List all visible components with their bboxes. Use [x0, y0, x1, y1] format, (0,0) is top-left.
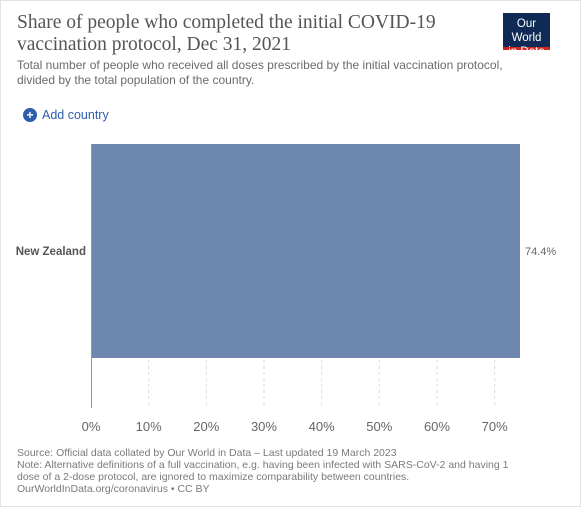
category-label: New Zealand — [16, 246, 86, 258]
source-text: Source: Official data collated by Our Wo… — [17, 447, 397, 459]
x-tick-label: 40% — [309, 419, 335, 434]
note-line-2: dose of a 2-dose protocol, are ignored t… — [17, 471, 410, 483]
source-link[interactable]: OurWorldInData.org/coronavirus — [17, 483, 168, 495]
note-line-1: Note: Alternative definitions of a full … — [17, 459, 509, 471]
x-tick-label: 30% — [251, 419, 277, 434]
plus-circle-icon: + — [23, 108, 37, 122]
x-tick-label: 0% — [82, 419, 101, 434]
chart-title: Share of people who completed the initia… — [17, 12, 436, 55]
x-tick-label: 60% — [424, 419, 450, 434]
x-tick-label: 70% — [482, 419, 508, 434]
license-text: • CC BY — [167, 483, 210, 495]
add-country-button[interactable]: + Add country — [23, 108, 109, 122]
value-label: 74.4% — [525, 246, 556, 258]
chart-subtitle: Total number of people who received all … — [17, 58, 503, 87]
add-country-label: Add country — [42, 108, 109, 122]
chart-source: Source: Official data collated by Our Wo… — [17, 447, 562, 495]
owid-logo[interactable]: Our World in Data — [503, 13, 550, 58]
x-tick-label: 50% — [366, 419, 392, 434]
x-tick-label: 20% — [193, 419, 219, 434]
logo-line2: in Data — [508, 46, 545, 58]
bar — [91, 144, 520, 358]
logo-line1: Our World — [511, 18, 542, 44]
x-tick-label: 10% — [136, 419, 162, 434]
